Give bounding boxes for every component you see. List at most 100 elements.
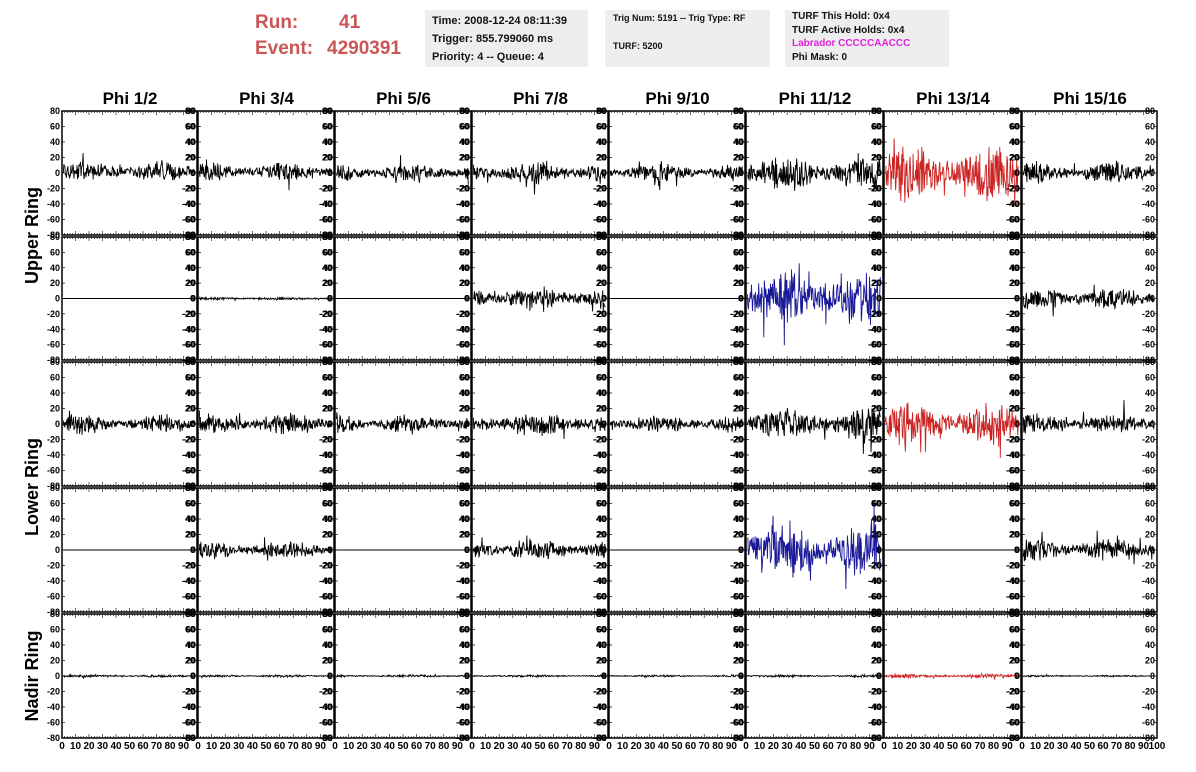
y-tick-label: -60 [456,466,469,476]
y-tick-label: -40 [593,199,606,209]
y-tick-label: -40 [868,576,881,586]
y-tick-label: -60 [456,592,469,602]
y-tick-label: 80 [185,609,195,619]
y-tick-label: 20 [460,278,470,288]
y-tick-label: 20 [871,278,881,288]
y-tick-label: 20 [186,278,196,288]
y-tick-label: 40 [872,514,882,524]
column-header: Phi 11/12 [779,89,852,108]
y-tick-label: 80 [185,357,195,367]
y-tick-label: -20 [47,687,60,697]
y-tick-label: 80 [1010,483,1020,493]
waveform-line [198,410,332,435]
y-tick-label: -20 [319,561,332,571]
y-tick-label: 80 [323,483,333,493]
y-tick-label: -20 [1142,309,1155,319]
y-tick-label: -80 [1007,481,1020,491]
y-tick-label: 40 [322,640,332,650]
y-tick-label: -80 [457,481,470,491]
y-tick-label: 20 [1145,404,1155,414]
y-tick-label: -80 [594,607,607,617]
y-tick-label: 80 [459,357,469,367]
y-tick-label: 60 [323,247,333,257]
y-tick-label: 60 [872,373,882,383]
column-header: Phi 9/10 [645,89,709,108]
y-tick-label: -40 [320,576,333,586]
y-tick-label: -40 [1006,199,1019,209]
column-header: Phi 13/14 [916,89,990,108]
y-tick-label: -20 [456,561,469,571]
y-tick-label: 20 [596,278,606,288]
y-tick-label: 80 [50,232,60,242]
y-tick-label: 80 [872,232,882,242]
y-tick-label: -80 [183,733,196,743]
y-tick-label: -80 [593,733,606,743]
y-tick-label: 40 [186,640,196,650]
y-tick-label: -20 [1007,561,1020,571]
y-tick-label: -20 [320,561,333,571]
y-tick-label: -40 [1142,324,1155,334]
y-tick-label: 80 [596,483,606,493]
y-tick-label: 80 [323,609,333,619]
waveform-line [335,412,469,435]
y-tick-label: 80 [734,357,744,367]
y-tick-label: 40 [50,514,60,524]
y-tick-label: -20 [183,435,196,445]
y-tick-label: 80 [597,483,607,493]
y-tick-label: -60 [47,466,60,476]
y-tick-label: -40 [869,450,882,460]
y-tick-label: -60 [456,718,469,728]
y-tick-label: -60 [1007,592,1020,602]
y-tick-label: 60 [596,499,606,509]
y-tick-label: 40 [1145,137,1155,147]
y-tick-label: -20 [1007,435,1020,445]
y-tick-label: -20 [593,184,606,194]
y-tick-label: 60 [597,499,607,509]
y-tick-label: -60 [47,592,60,602]
column-header: Phi 7/8 [513,89,568,108]
y-tick-label: -40 [730,324,743,334]
y-tick-label: -40 [182,324,195,334]
y-tick-label: -60 [456,340,469,350]
y-tick-label: 40 [872,263,882,273]
y-tick-label: -20 [183,687,196,697]
y-tick-label: 80 [459,232,469,242]
y-tick-label: 40 [185,514,195,524]
y-tick-label: -60 [868,592,881,602]
y-tick-label: 20 [322,278,332,288]
waveform-line [198,673,332,679]
y-tick-label: 20 [323,656,333,666]
y-tick-label: -80 [869,481,882,491]
y-tick-label: 60 [323,499,333,509]
y-tick-label: -60 [1142,466,1155,476]
y-tick-label: 20 [1009,404,1019,414]
y-tick-label: -80 [319,607,332,617]
waveform-line [884,402,1019,458]
y-tick-label: 80 [1145,232,1155,242]
y-tick-label: -40 [868,324,881,334]
y-tick-label: -40 [593,576,606,586]
y-tick-label: 20 [322,656,332,666]
y-tick-label: 0 [601,419,606,429]
y-tick-label: 40 [322,388,332,398]
y-tick-label: -80 [869,230,882,240]
y-tick-label: 80 [185,483,195,493]
y-tick-label: 80 [459,609,469,619]
y-tick-label: 60 [597,373,607,383]
y-tick-label: -40 [593,702,606,712]
y-tick-label: 40 [1145,388,1155,398]
y-tick-label: -60 [1006,466,1019,476]
y-tick-label: -40 [1006,450,1019,460]
y-tick-label: -20 [731,435,744,445]
y-tick-label: 80 [460,483,470,493]
y-tick-label: 0 [55,671,60,681]
y-tick-label: -80 [869,355,882,365]
y-tick-label: 20 [459,656,469,666]
y-tick-label: 80 [186,483,196,493]
y-tick-label: 60 [733,499,743,509]
y-tick-label: -80 [319,481,332,491]
y-tick-label: -60 [869,466,882,476]
y-tick-label: -40 [1006,576,1019,586]
y-tick-label: -40 [731,576,744,586]
